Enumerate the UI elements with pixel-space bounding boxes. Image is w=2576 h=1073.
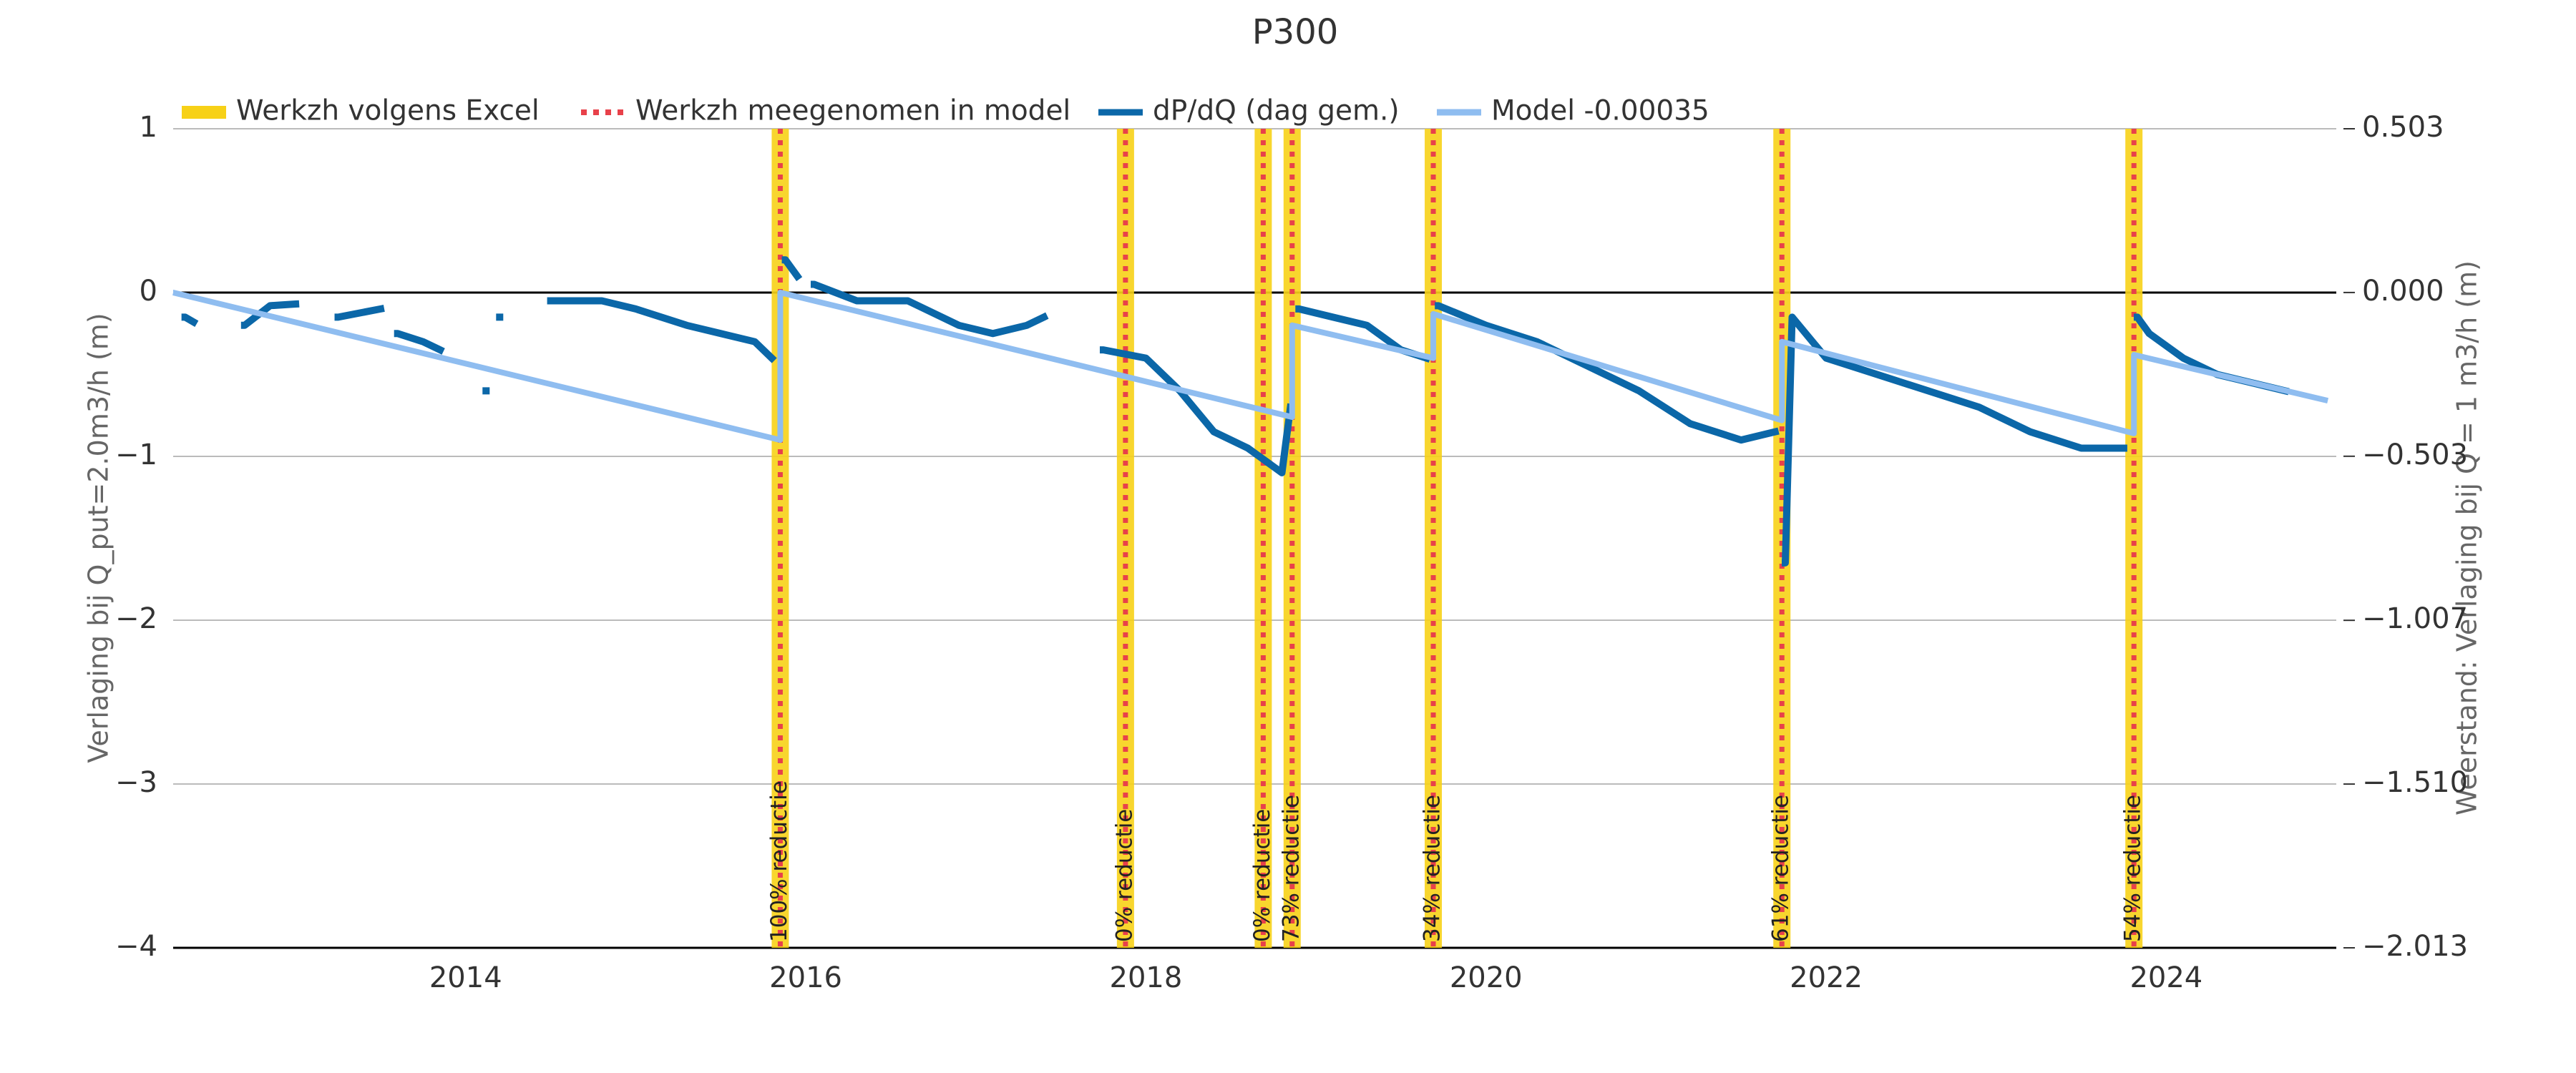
event-label: 0% reductie	[1249, 809, 1275, 942]
x-tick-label: 2018	[1110, 961, 1183, 994]
legend-label: dP/dQ (dag gem.)	[1153, 95, 1400, 127]
y2-tick-label: 0.000	[2362, 275, 2444, 308]
x-tick-label: 2022	[1790, 961, 1863, 994]
x-tick-label: 2020	[1450, 961, 1523, 994]
maintenance-band	[1116, 129, 1134, 948]
maintenance-band	[1425, 129, 1443, 948]
y2-tick-label: 0.503	[2362, 111, 2444, 144]
model-line	[170, 290, 2329, 444]
y-axis-label: Verlaging bij Q_put=2.0m3/h (m)	[83, 313, 114, 763]
y-tick-label: −4	[115, 930, 157, 963]
legend-label: Model -0.00035	[1491, 95, 1709, 127]
event-label: 61% reductie	[1768, 795, 1794, 942]
y2-tick-label: −0.503	[2362, 438, 2468, 471]
x-tick-label: 2016	[769, 961, 842, 994]
maintenance-band	[1283, 129, 1301, 948]
event-label: 0% reductie	[1111, 809, 1137, 942]
chart-title: P300	[1252, 12, 1339, 52]
maintenance-band	[1254, 129, 1272, 948]
x-tick-label: 2014	[429, 961, 502, 994]
y2-axis-label: Weerstand: Verlaging bij Q = 1 m3/h (m)	[2451, 260, 2483, 815]
y-tick-label: −3	[115, 766, 157, 799]
event-label: 34% reductie	[1420, 795, 1445, 942]
y-tick-label: −1	[115, 438, 157, 471]
y2-tick-label: −2.013	[2362, 930, 2468, 963]
x-tick-label: 2024	[2129, 961, 2202, 994]
event-label: 100% reductie	[766, 780, 792, 942]
y-tick-label: 1	[140, 111, 157, 144]
y2-tick-label: −1.510	[2362, 766, 2468, 799]
legend-label: Werkzh volgens Excel	[236, 95, 540, 127]
legend-swatch	[182, 106, 226, 119]
event-label: 73% reductie	[1278, 795, 1304, 942]
legend-label: Werkzh meegenomen in model	[635, 95, 1070, 127]
y2-tick-label: −1.007	[2362, 602, 2468, 635]
y-tick-label: 0	[140, 275, 157, 308]
maintenance-band	[2125, 129, 2143, 948]
measurement-line	[181, 256, 2290, 567]
y-tick-label: −2	[115, 602, 157, 635]
event-label: 54% reductie	[2120, 795, 2146, 942]
